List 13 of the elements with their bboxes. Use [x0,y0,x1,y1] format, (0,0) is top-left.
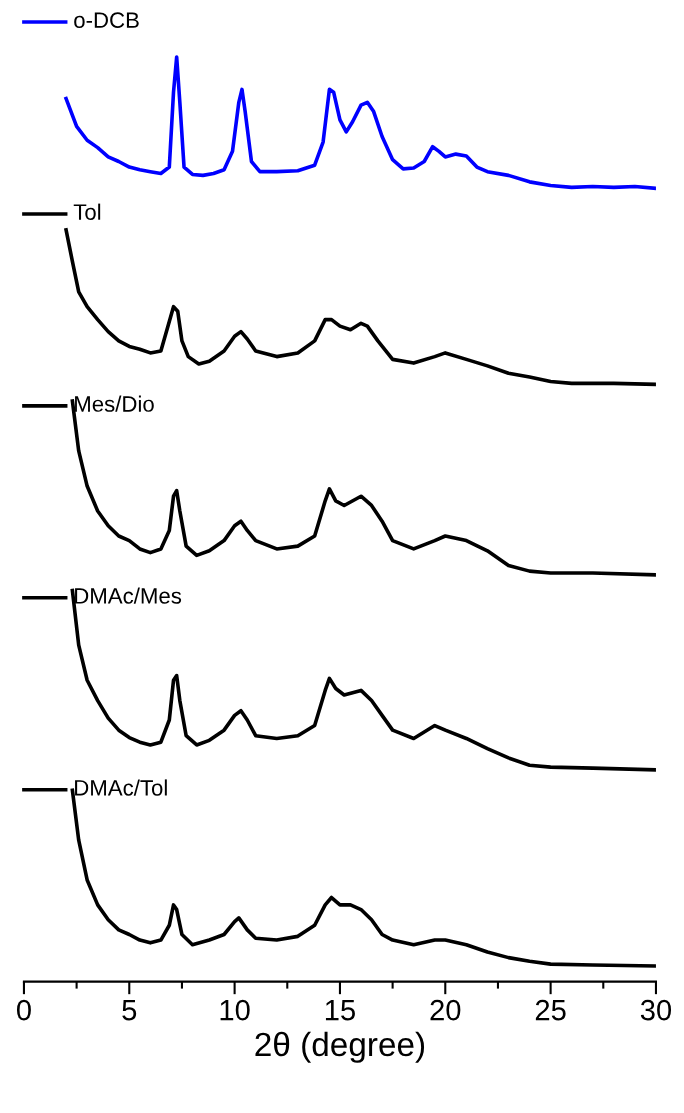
x-tick-label: 5 [122,1000,137,1021]
legend-label: Mes/Dio [75,395,154,412]
x-tick-label: 0 [16,999,31,1021]
legend-label: DMAc/Tol [75,779,167,796]
legend-label: o-DCB [74,12,139,28]
x-tick-label: 30 [640,999,672,1021]
x-tick-label: 25 [535,999,566,1021]
x-tick-label: 15 [325,1000,355,1021]
x-tick-label: 10 [220,999,250,1021]
x-axis-title: 2θ (degree) [255,1031,425,1063]
legend-label: Tol [73,203,101,220]
x-tick-label: 20 [430,999,461,1021]
legend-label: DMAc/Mes [75,587,182,604]
